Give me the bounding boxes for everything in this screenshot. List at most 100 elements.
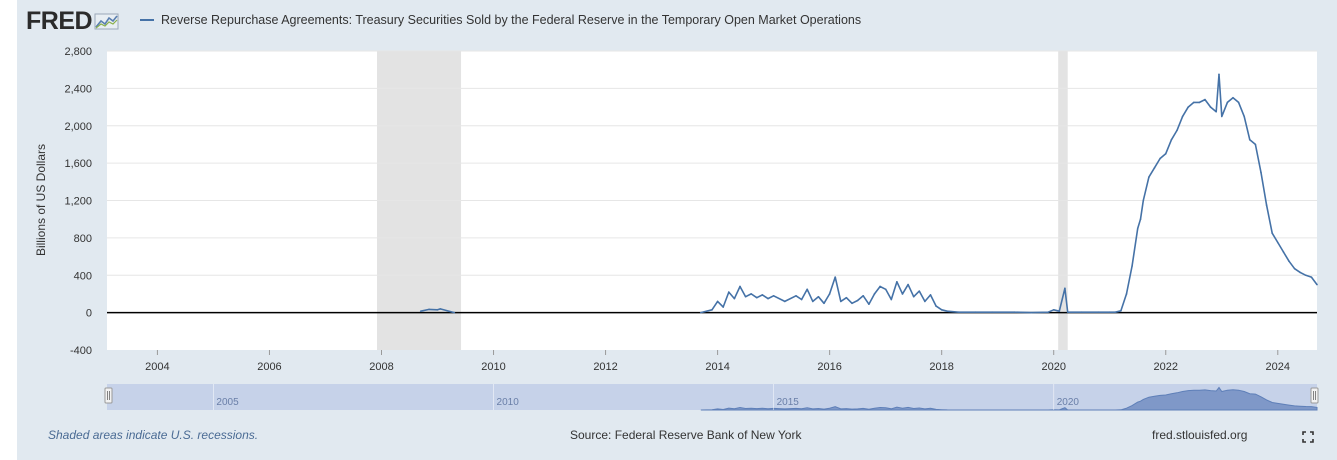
data-point [1265, 204, 1268, 206]
chart-legend: Reverse Repurchase Agreements: Treasury … [140, 13, 861, 27]
site-link[interactable]: fred.stlouisfed.org [1152, 428, 1248, 442]
data-point [1181, 115, 1184, 118]
plot-area: -400 0 400 800 1,200 1,600 2,000 2,400 2,800 2004… [64, 46, 1318, 373]
data-point [1097, 311, 1100, 313]
data-point [1218, 73, 1220, 76]
data-point [453, 311, 456, 314]
y-tick-label: 0 [86, 308, 92, 320]
data-point [1288, 260, 1290, 263]
data-point [1220, 115, 1223, 118]
data-point [851, 302, 853, 305]
data-point [918, 290, 921, 292]
y-tick-label: -400 [70, 345, 92, 357]
y-tick-label: 1,600 [64, 158, 92, 170]
x-tick-label: 2016 [817, 361, 841, 373]
data-point [1260, 171, 1262, 174]
data-point [1142, 199, 1145, 202]
x-tick-label: 2010 [481, 361, 505, 373]
data-point [1164, 152, 1167, 155]
x-tick-label: 2014 [705, 361, 729, 373]
data-point [1120, 309, 1122, 312]
data-point [1159, 157, 1161, 160]
logo-text: FRED [26, 6, 93, 35]
data-point [1013, 311, 1016, 313]
recession-note: Shaded areas indicate U.S. recessions. [48, 428, 259, 442]
data-point [1276, 241, 1279, 244]
data-point [1080, 311, 1083, 313]
x-tick-label: 2022 [1154, 361, 1178, 373]
data-point [1304, 274, 1307, 277]
data-point [1198, 101, 1201, 104]
data-point [1066, 311, 1069, 313]
data-point [806, 288, 809, 291]
data-point [901, 293, 904, 295]
navigator-handle-left[interactable] [104, 387, 113, 404]
data-point [795, 295, 797, 297]
data-point [1125, 293, 1128, 295]
data-point [772, 295, 775, 297]
x-tick-label: 2012 [593, 361, 617, 373]
data-point [1271, 232, 1273, 235]
data-point [722, 306, 725, 308]
data-point [924, 300, 926, 303]
data-point [823, 302, 825, 305]
x-tick-label: 2004 [145, 361, 169, 373]
data-point [1293, 267, 1296, 270]
range-navigator[interactable]: 2005 2010 2015 2020 [104, 384, 1319, 411]
data-point [716, 300, 719, 303]
data-point [873, 293, 876, 295]
y-tick-label: 2,000 [64, 121, 92, 133]
data-point [862, 295, 865, 297]
data-point [439, 308, 442, 310]
data-point [1047, 311, 1049, 313]
data-point [940, 309, 943, 311]
navigator-handle-right[interactable] [1310, 387, 1319, 404]
data-point [699, 311, 702, 314]
data-point [929, 294, 932, 296]
data-point [812, 300, 814, 303]
data-point [1052, 309, 1055, 311]
data-point [884, 288, 887, 291]
data-point [1030, 311, 1033, 314]
data-point [1148, 176, 1150, 178]
data-point [896, 280, 898, 283]
data-point [1243, 115, 1245, 118]
data-point [711, 309, 713, 311]
data-point [756, 296, 758, 299]
data-point [1153, 166, 1156, 169]
chart-line-icon [94, 13, 119, 30]
data-point [1310, 276, 1313, 278]
data-point [419, 310, 422, 313]
fullscreen-icon[interactable] [1302, 431, 1314, 443]
data-point [1170, 138, 1173, 141]
x-tick-label: 2018 [929, 361, 953, 373]
data-point [428, 308, 430, 311]
navigator-tick-label: 2020 [1057, 397, 1080, 408]
data-point [856, 299, 859, 302]
data-point [879, 285, 881, 288]
data-point [1254, 143, 1257, 146]
data-point [1192, 101, 1195, 104]
data-point [957, 311, 960, 313]
data-point [784, 300, 786, 303]
series-line-1 [700, 73, 1318, 314]
data-point [1282, 251, 1285, 253]
x-tick-label: 2008 [369, 361, 393, 373]
data-point [935, 305, 937, 307]
data-point [1316, 283, 1318, 286]
data-point [828, 293, 831, 295]
source-text: Source: Federal Reserve Bank of New York [570, 428, 802, 442]
navigator-band [107, 384, 1317, 410]
data-point [744, 295, 747, 298]
data-point [1139, 218, 1142, 220]
data-point [1114, 311, 1117, 313]
fred-logo[interactable]: FRED [26, 7, 120, 35]
data-point [761, 294, 764, 296]
legend-label[interactable]: Reverse Repurchase Agreements: Treasury … [161, 13, 862, 27]
data-point [1209, 106, 1212, 108]
y-tick-label: 400 [74, 270, 92, 282]
data-point [800, 298, 803, 301]
data-point [1299, 271, 1301, 274]
data-point [817, 295, 820, 298]
